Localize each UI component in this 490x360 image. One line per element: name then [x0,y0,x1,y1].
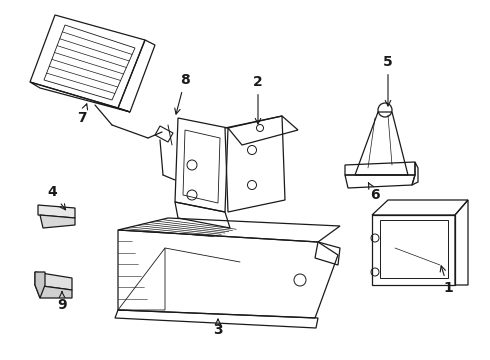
Text: 4: 4 [47,185,66,210]
Polygon shape [40,215,75,228]
Polygon shape [38,205,75,218]
Text: 1: 1 [440,266,453,295]
Text: 2: 2 [253,75,263,124]
Text: 9: 9 [57,292,67,312]
Polygon shape [35,272,72,290]
Polygon shape [35,285,72,298]
Polygon shape [35,272,45,298]
Text: 7: 7 [77,104,88,125]
Text: 6: 6 [368,183,380,202]
Text: 3: 3 [213,319,223,337]
Text: 8: 8 [175,73,190,114]
Text: 5: 5 [383,55,393,106]
